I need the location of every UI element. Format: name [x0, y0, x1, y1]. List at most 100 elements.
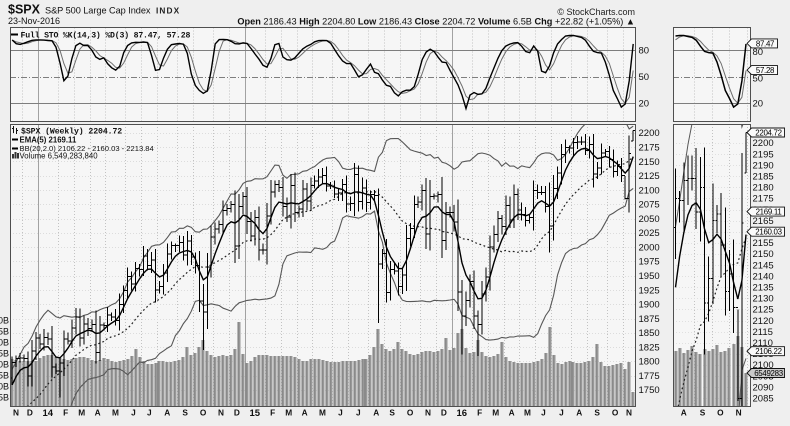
svg-text:M: M	[78, 408, 85, 418]
svg-text:N: N	[13, 408, 19, 418]
svg-text:1800: 1800	[639, 357, 660, 368]
svg-text:1875: 1875	[639, 314, 660, 325]
svg-text:J: J	[541, 408, 546, 418]
svg-text:1775: 1775	[639, 371, 660, 382]
svg-text:2125: 2125	[753, 305, 774, 316]
svg-text:2115: 2115	[753, 327, 773, 338]
svg-text:Volume 6,549,283,840: Volume 6,549,283,840	[20, 152, 99, 161]
svg-text:J: J	[338, 408, 343, 418]
svg-text:2106.22: 2106.22	[755, 347, 781, 356]
svg-text:35B: 35B	[0, 327, 9, 337]
svg-text:2185: 2185	[753, 172, 774, 183]
svg-text:M: M	[524, 408, 531, 418]
svg-text:O: O	[717, 408, 724, 418]
svg-text:A: A	[681, 408, 687, 418]
svg-text:23-Nov-2016: 23-Nov-2016	[8, 16, 60, 26]
svg-text:S: S	[389, 408, 395, 418]
svg-text:1825: 1825	[639, 342, 660, 353]
svg-text:$SPX (Weekly) 2204.72: $SPX (Weekly) 2204.72	[21, 126, 122, 136]
svg-text:1750: 1750	[639, 385, 660, 396]
svg-text:2050: 2050	[639, 214, 660, 225]
svg-text:80: 80	[753, 47, 764, 58]
svg-text:10B: 10B	[0, 382, 9, 392]
svg-text:D: D	[27, 408, 33, 418]
svg-text:D: D	[441, 408, 447, 418]
svg-text:30B: 30B	[0, 338, 9, 348]
svg-text:F: F	[63, 408, 68, 418]
svg-text:M: M	[285, 408, 292, 418]
svg-text:J: J	[559, 408, 564, 418]
svg-text:50: 50	[639, 72, 650, 83]
svg-text:2140: 2140	[753, 271, 774, 282]
svg-text:A: A	[302, 408, 308, 418]
svg-text:57.28: 57.28	[756, 66, 775, 75]
svg-text:40B: 40B	[0, 316, 9, 326]
svg-text:5B: 5B	[0, 393, 9, 403]
svg-text:20: 20	[639, 99, 650, 110]
svg-text:M: M	[319, 408, 326, 418]
svg-text:D: D	[234, 408, 240, 418]
svg-text:A: A	[164, 408, 170, 418]
svg-text:O: O	[407, 408, 414, 418]
svg-text:2190: 2190	[753, 160, 774, 171]
svg-text:2160.03: 2160.03	[755, 228, 782, 237]
svg-text:A: A	[373, 408, 379, 418]
svg-text:$SPX: $SPX	[8, 3, 41, 17]
svg-text:2150: 2150	[753, 249, 774, 260]
svg-text:87.47: 87.47	[756, 39, 774, 48]
svg-text:2150: 2150	[639, 157, 660, 168]
svg-text:20B: 20B	[0, 360, 9, 370]
svg-text:2110: 2110	[753, 338, 773, 349]
svg-text:2169.11: 2169.11	[756, 208, 782, 217]
svg-text:2085: 2085	[753, 394, 774, 405]
svg-text:Full STO %K(14,3) %D(3) 87.47,: Full STO %K(14,3) %D(3) 87.47, 57.28	[21, 30, 191, 40]
svg-text:6549283: 6549283	[754, 369, 784, 378]
svg-text:14: 14	[43, 408, 54, 419]
svg-text:15B: 15B	[0, 371, 9, 381]
svg-text:80: 80	[639, 46, 650, 57]
svg-text:N: N	[626, 408, 632, 418]
svg-text:25B: 25B	[0, 349, 9, 359]
svg-text:S: S	[182, 408, 188, 418]
svg-text:2090: 2090	[753, 382, 774, 393]
svg-text:S&P 500 Large Cap Index: S&P 500 Large Cap Index	[45, 6, 151, 16]
svg-text:S: S	[700, 408, 706, 418]
svg-text:F: F	[270, 408, 275, 418]
svg-text:1925: 1925	[639, 285, 660, 296]
svg-text:Open 2186.43 High 2204.80 Low: Open 2186.43 High 2204.80 Low 2186.43 Cl…	[237, 17, 635, 27]
svg-text:2025: 2025	[639, 228, 660, 239]
svg-text:15: 15	[250, 408, 261, 419]
svg-text:2175: 2175	[639, 143, 660, 154]
svg-text:A: A	[95, 408, 101, 418]
svg-text:1950: 1950	[639, 271, 660, 282]
svg-text:2100: 2100	[753, 360, 774, 371]
svg-text:© StockCharts.com: © StockCharts.com	[557, 7, 635, 17]
svg-text:2130: 2130	[753, 294, 774, 305]
svg-text:F: F	[477, 408, 482, 418]
svg-text:2200: 2200	[639, 128, 660, 139]
svg-text:A: A	[509, 408, 515, 418]
svg-text:1975: 1975	[639, 257, 660, 268]
svg-text:2135: 2135	[753, 283, 774, 294]
svg-text:2145: 2145	[753, 260, 774, 271]
svg-text:2175: 2175	[753, 194, 774, 205]
svg-text:N: N	[736, 408, 742, 418]
svg-text:50: 50	[753, 73, 764, 84]
svg-text:2075: 2075	[639, 200, 660, 211]
svg-text:2180: 2180	[753, 183, 774, 194]
svg-text:S: S	[594, 408, 600, 418]
svg-text:BB(20,2.0) 2106.22 - 2160.03 -: BB(20,2.0) 2106.22 - 2160.03 - 2213.84	[20, 144, 154, 153]
svg-text:2165: 2165	[753, 216, 774, 227]
svg-text:EMA(5) 2169.11: EMA(5) 2169.11	[20, 135, 77, 144]
svg-text:J: J	[356, 408, 361, 418]
svg-text:2195: 2195	[753, 149, 774, 160]
svg-text:2120: 2120	[753, 316, 774, 327]
svg-text:M: M	[492, 408, 499, 418]
svg-text:2100: 2100	[639, 185, 660, 196]
svg-text:2125: 2125	[639, 171, 660, 182]
svg-text:16: 16	[457, 408, 468, 419]
svg-text:M: M	[112, 408, 119, 418]
svg-text:20: 20	[753, 99, 764, 110]
svg-text:2204.72: 2204.72	[755, 129, 781, 138]
svg-text:N: N	[218, 408, 224, 418]
